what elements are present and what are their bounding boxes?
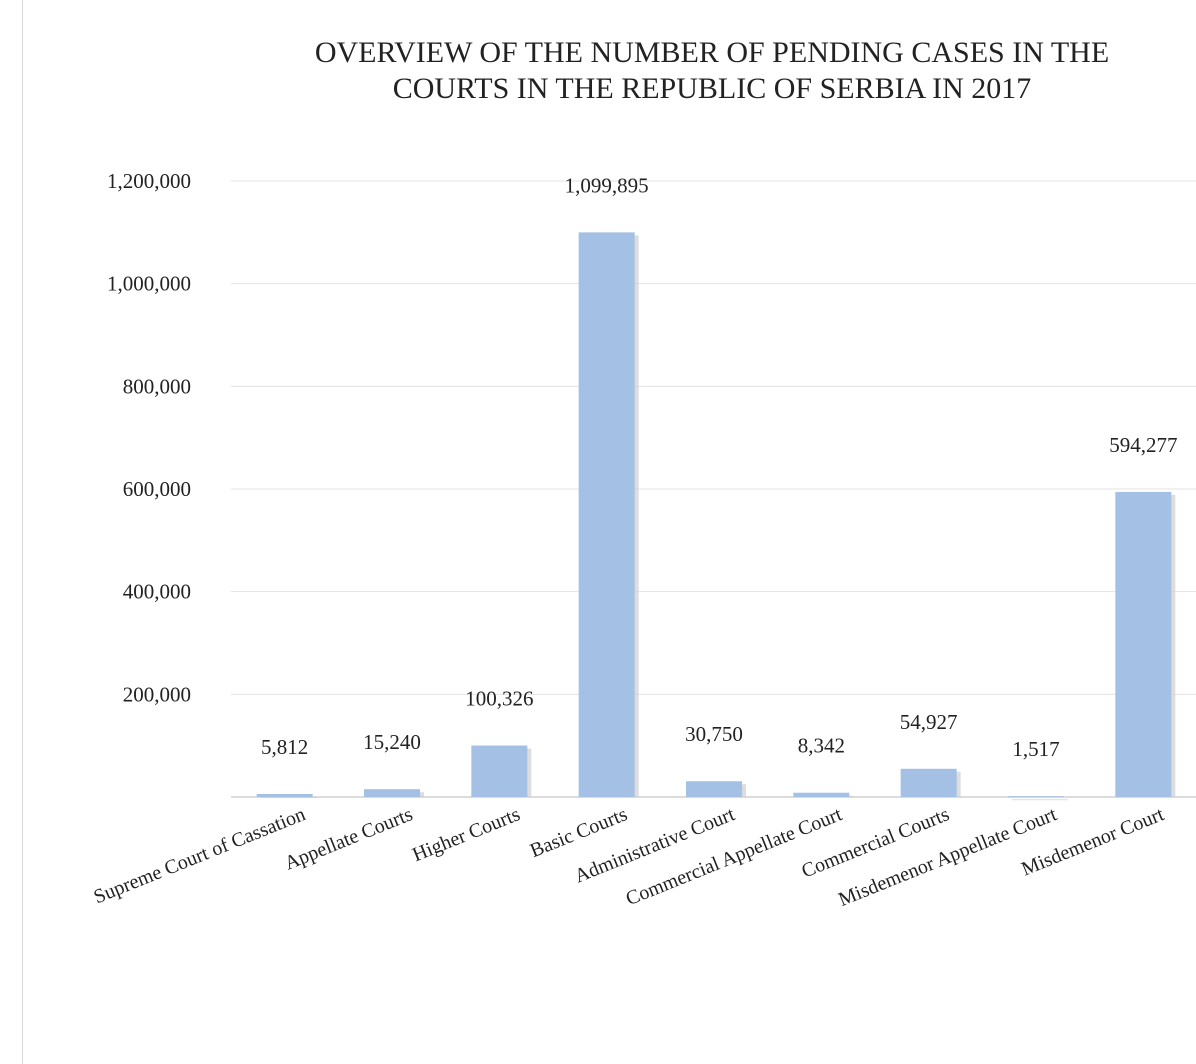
bar	[471, 745, 528, 797]
data-label: 1,099,895	[565, 173, 649, 197]
chart-title-line-1: OVERVIEW OF THE NUMBER OF PENDING CASES …	[315, 36, 1109, 69]
y-tick-label: 800,000	[123, 374, 191, 398]
y-axis-tick-labels: 200,000 400,000 600,000 800,000 1,000,000 1,2…	[107, 169, 191, 706]
bar	[256, 794, 313, 797]
bar-shadow	[260, 797, 317, 799]
data-label: 5,812	[261, 735, 308, 759]
chart-frame: OVERVIEW OF THE NUMBER OF PENDING CASES …	[22, 0, 1196, 1064]
data-label: 54,927	[900, 710, 958, 734]
bar	[686, 781, 742, 797]
data-labels: 5,812 15,240 100,326 1,099,895 30,750 8,342 54…	[261, 173, 1177, 761]
y-tick-label: 600,000	[123, 477, 191, 501]
bar	[578, 232, 635, 798]
y-tick-label: 1,200,000	[107, 169, 191, 193]
y-tick-label: 1,000,000	[107, 272, 191, 296]
bar	[900, 768, 957, 797]
bar	[1008, 796, 1064, 798]
chart-title: OVERVIEW OF THE NUMBER OF PENDING CASES …	[315, 36, 1109, 105]
data-label: 8,342	[798, 734, 845, 758]
bar-chart: OVERVIEW OF THE NUMBER OF PENDING CASES …	[91, 36, 1196, 911]
y-tick-label: 200,000	[123, 682, 191, 706]
bar	[364, 789, 420, 797]
data-label: 100,326	[465, 686, 533, 710]
chart-title-line-2: COURTS IN THE REPUBLIC OF SERBIA IN 2017	[393, 72, 1032, 105]
bar	[793, 792, 850, 797]
data-label: 15,240	[363, 730, 421, 754]
data-label: 594,277	[1109, 433, 1177, 457]
gridlines	[231, 180, 1196, 798]
y-tick-label: 400,000	[123, 580, 191, 604]
category-label: Higher Courts	[409, 803, 523, 866]
data-label: 1,517	[1012, 737, 1059, 761]
bar-shadow	[1012, 799, 1068, 801]
bar	[1115, 491, 1172, 797]
data-label: 30,750	[685, 722, 743, 746]
category-label: Supreme Court of Cassation	[91, 803, 309, 908]
bars	[256, 232, 1176, 801]
